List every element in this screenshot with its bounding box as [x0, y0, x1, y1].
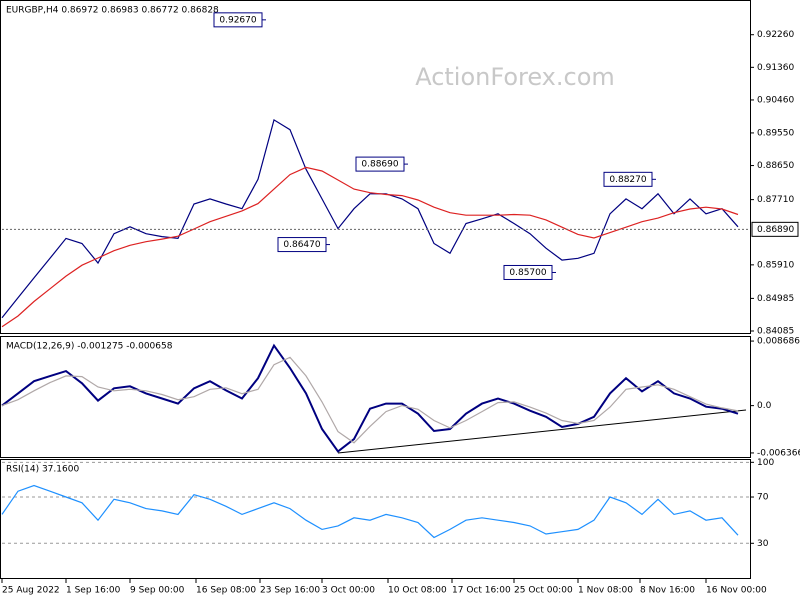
x-tick-label: 10 Oct 08:00 [388, 586, 447, 596]
x-tick-label: 25 Aug 2022 [2, 586, 60, 596]
annotation-box [603, 171, 653, 187]
series-line [1, 356, 739, 444]
current-price-label: 0.86890 [757, 225, 794, 235]
y-tick-label: 0.85910 [757, 260, 794, 270]
current-price-box [751, 221, 799, 237]
y-tick-label: 30 [757, 539, 769, 549]
y-tick-label: 0.89550 [757, 128, 794, 138]
y-tick-label: 0.84085 [757, 327, 794, 337]
panel-title: RSI(14) 37.1600 [6, 465, 79, 475]
y-tick-label: -0.006366 [757, 448, 800, 458]
series-line [1, 166, 739, 328]
annotation-label: 0.88690 [361, 160, 398, 170]
x-tick-label: 16 Nov 00:00 [706, 586, 767, 596]
x-tick-label: 8 Nov 16:00 [640, 586, 695, 596]
y-tick-label: 0.91360 [757, 63, 794, 73]
x-tick-label: 23 Sep 16:00 [260, 586, 320, 596]
y-tick-label: 0.92260 [757, 30, 794, 40]
annotation-box [277, 237, 327, 253]
panel-title: MACD(12,26,9) -0.001275 -0.000658 [6, 342, 173, 352]
watermark: ActionForex.com [415, 63, 615, 91]
annotation-box [355, 156, 405, 172]
annotation-label: 0.86470 [283, 240, 320, 250]
macd-trendline [337, 409, 747, 454]
x-tick-label: 1 Sep 16:00 [66, 586, 121, 596]
annotation-label: 0.88270 [609, 175, 646, 185]
annotation-box [213, 12, 263, 28]
y-tick-label: 0.87710 [757, 195, 794, 205]
series-line [1, 118, 739, 319]
x-tick-label: 16 Sep 08:00 [196, 586, 256, 596]
annotation-label: 0.92670 [219, 15, 256, 25]
y-tick-label: 0.84985 [757, 294, 794, 304]
y-tick-label: 100 [757, 458, 774, 468]
y-tick-label: 70 [757, 493, 769, 503]
panel-title: EURGBP,H4 0.86972 0.86983 0.86772 0.8682… [6, 6, 219, 16]
annotation-label: 0.85700 [509, 268, 546, 278]
panel-frame [0, 336, 751, 458]
panel-frame [0, 459, 751, 579]
x-tick-label: 9 Sep 00:00 [130, 586, 185, 596]
y-tick-label: 0.0 [757, 401, 772, 411]
x-tick-label: 3 Oct 00:00 [322, 586, 375, 596]
y-tick-label: 0.90460 [757, 95, 794, 105]
series-line [1, 484, 739, 539]
x-tick-label: 1 Nov 08:00 [578, 586, 633, 596]
y-tick-label: 0.008686 [757, 337, 800, 347]
y-tick-label: 0.88650 [757, 161, 794, 171]
x-tick-label: 17 Oct 16:00 [452, 586, 511, 596]
x-tick-label: 25 Oct 00:00 [514, 586, 573, 596]
series-line [1, 343, 739, 453]
panel-frame [0, 0, 751, 334]
annotation-box [503, 264, 553, 280]
